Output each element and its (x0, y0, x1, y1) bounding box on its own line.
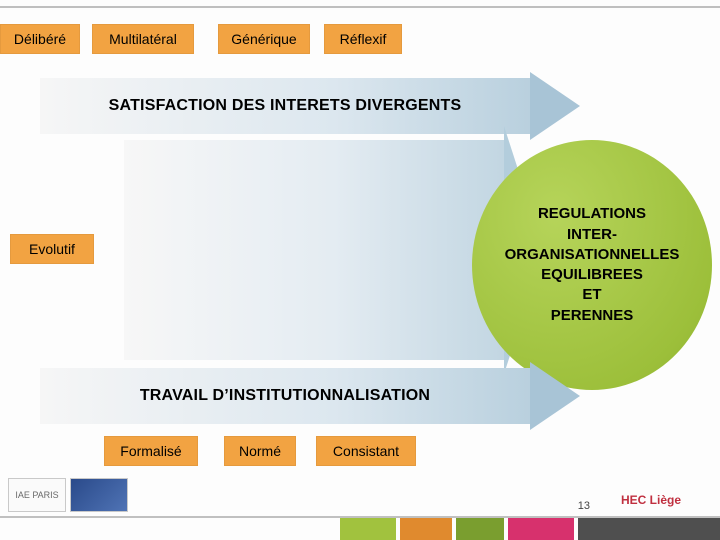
arrow-shaft (124, 140, 504, 360)
tag-delibere: Délibéré (0, 24, 80, 54)
tag-evolutif: Evolutif (10, 234, 94, 264)
arrow-travail: TRAVAIL D’INSTITUTIONNALISATION (40, 368, 580, 424)
tag-label: Générique (231, 31, 296, 47)
tag-label: Multilatéral (109, 31, 177, 47)
tag-label: Réflexif (340, 31, 387, 47)
arrow-satisfaction: SATISFACTION DES INTERETS DIVERGENTS (40, 78, 580, 134)
palette-swatch (400, 518, 452, 540)
logo-iae: IAE PARIS (8, 478, 66, 512)
tag-label: Formalisé (120, 443, 181, 459)
palette-strip (0, 518, 720, 540)
ellipse-regulations: REGULATIONS INTER- ORGANISATIONNELLES EQ… (472, 140, 712, 390)
logo-hec: HEC Liège (592, 488, 710, 512)
palette-swatch (340, 518, 396, 540)
tag-multilateral: Multilatéral (92, 24, 194, 54)
tag-formalise: Formalisé (104, 436, 198, 466)
tag-label: Consistant (333, 443, 399, 459)
tag-consistant: Consistant (316, 436, 416, 466)
ellipse-text: REGULATIONS INTER- ORGANISATIONNELLES EQ… (505, 204, 680, 326)
tag-label: Délibéré (14, 31, 66, 47)
tag-reflexif: Réflexif (324, 24, 402, 54)
arrow-label: SATISFACTION DES INTERETS DIVERGENTS (40, 78, 530, 134)
tag-label: Normé (239, 443, 281, 459)
top-divider (0, 6, 720, 8)
tag-generique: Générique (218, 24, 310, 54)
arrow-head (530, 362, 580, 430)
logo-univ (70, 478, 128, 512)
logo-label: HEC Liège (621, 493, 681, 507)
tag-label: Evolutif (29, 241, 75, 257)
palette-swatch (456, 518, 504, 540)
tag-norme: Normé (224, 436, 296, 466)
palette-swatch (508, 518, 574, 540)
palette-swatch (578, 518, 720, 540)
page-number: 13 (578, 500, 590, 512)
logo-label: IAE PARIS (15, 490, 58, 500)
arrow-label: TRAVAIL D’INSTITUTIONNALISATION (40, 368, 530, 424)
